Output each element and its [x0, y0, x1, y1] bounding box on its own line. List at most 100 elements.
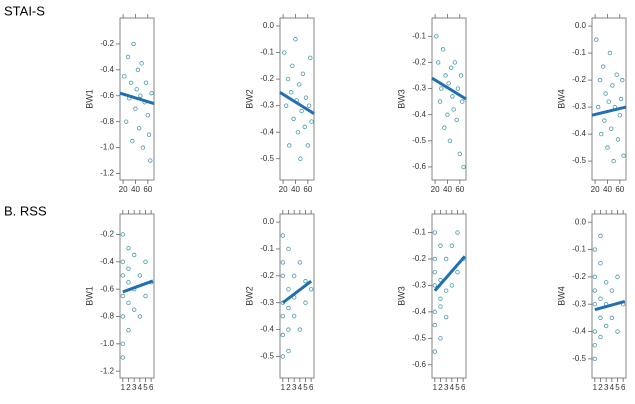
x-tick-label: 3	[132, 383, 137, 392]
data-point	[592, 288, 598, 293]
y-tick-label: -0.3	[260, 298, 274, 307]
data-point	[592, 302, 598, 307]
data-point	[120, 259, 126, 265]
data-point	[608, 126, 614, 131]
data-point	[598, 233, 603, 239]
data-point	[126, 327, 131, 333]
data-point	[128, 80, 134, 85]
fit-line	[119, 91, 155, 105]
data-point	[606, 99, 611, 104]
data-point	[306, 103, 312, 108]
data-point	[598, 261, 603, 266]
x-tick-label: 5	[455, 383, 460, 392]
fit-line	[431, 76, 467, 101]
data-point	[288, 90, 294, 95]
data-point	[280, 233, 286, 238]
data-point	[120, 341, 126, 347]
data-point	[308, 55, 313, 61]
y-tick-label: -0.3	[572, 299, 586, 308]
data-point	[148, 158, 153, 163]
data-point	[451, 107, 456, 112]
data-point	[595, 104, 601, 110]
data-point	[120, 293, 126, 299]
x-tick-label: 60	[143, 185, 152, 194]
data-point	[131, 307, 137, 312]
data-point	[432, 349, 438, 354]
data-point	[122, 74, 127, 79]
y-tick-label: -0.6	[412, 360, 426, 369]
x-tick-label: 6	[149, 383, 154, 392]
section-label: STAI-S	[4, 3, 45, 18]
data-point	[621, 153, 626, 158]
y-tick-label: -0.8	[100, 312, 114, 321]
x-tick-label: 40	[131, 185, 140, 194]
fit-line	[591, 105, 627, 117]
data-point	[138, 93, 143, 98]
data-point	[296, 82, 302, 87]
data-point	[443, 314, 449, 320]
data-point	[432, 230, 438, 235]
data-point	[143, 259, 148, 265]
y-tick-label: -0.2	[260, 271, 274, 280]
y-tick-label: -0.5	[260, 154, 274, 163]
y-tick-label: -1.0	[100, 339, 114, 348]
y-tick-label: -0.2	[572, 272, 586, 281]
x-tick-label: 5	[303, 383, 308, 392]
data-point	[130, 138, 135, 144]
data-point	[452, 60, 458, 65]
x-tick-label: 2	[286, 383, 291, 392]
y-tick-label: -0.4	[100, 65, 114, 74]
data-point	[598, 296, 603, 301]
data-point	[286, 305, 291, 311]
x-tick-label: 5	[143, 383, 148, 392]
data-point	[457, 151, 463, 157]
y-tick-label: -0.2	[412, 58, 426, 67]
data-point	[434, 34, 439, 39]
data-point	[603, 91, 608, 96]
data-point	[291, 313, 297, 319]
y-tick-label: -0.6	[100, 91, 114, 100]
y-tick-label: -0.2	[100, 230, 114, 239]
x-tick-label: 40	[291, 185, 300, 194]
data-point	[594, 37, 599, 42]
fit-line	[281, 280, 313, 304]
data-point	[120, 232, 126, 237]
data-point	[443, 73, 448, 78]
data-point	[620, 77, 625, 83]
data-point	[610, 83, 615, 88]
data-point	[455, 86, 461, 91]
data-point	[302, 124, 307, 130]
data-point	[303, 95, 309, 100]
y-tick-label: -0.4	[412, 110, 426, 119]
plot-frame	[279, 213, 315, 379]
x-tick-label: 4	[610, 383, 615, 392]
x-tick-label: 20	[431, 185, 440, 194]
y-tick-label: -0.4	[260, 127, 274, 136]
data-point	[438, 296, 443, 301]
x-tick-label: 60	[455, 185, 464, 194]
data-point	[609, 288, 615, 293]
data-point	[454, 117, 459, 123]
y-axis-label: BW1	[84, 286, 94, 306]
section-label: B. RSS	[4, 203, 47, 218]
data-point	[458, 73, 464, 78]
fit-line	[594, 300, 626, 312]
x-tick-label: 1	[121, 383, 126, 392]
x-tick-label: 1	[433, 383, 438, 392]
data-point	[611, 158, 616, 164]
data-point	[305, 143, 311, 148]
data-point	[442, 125, 447, 130]
fit-line	[279, 91, 315, 115]
data-point	[598, 334, 603, 340]
data-point	[438, 304, 443, 309]
data-point	[137, 273, 143, 278]
data-point	[286, 287, 291, 292]
y-tick-label: -0.5	[572, 156, 586, 165]
data-point	[280, 273, 286, 279]
data-point	[597, 77, 603, 83]
data-point	[303, 279, 308, 284]
data-point	[607, 50, 613, 56]
y-tick-label: -0.2	[260, 74, 274, 83]
data-point	[295, 129, 301, 135]
